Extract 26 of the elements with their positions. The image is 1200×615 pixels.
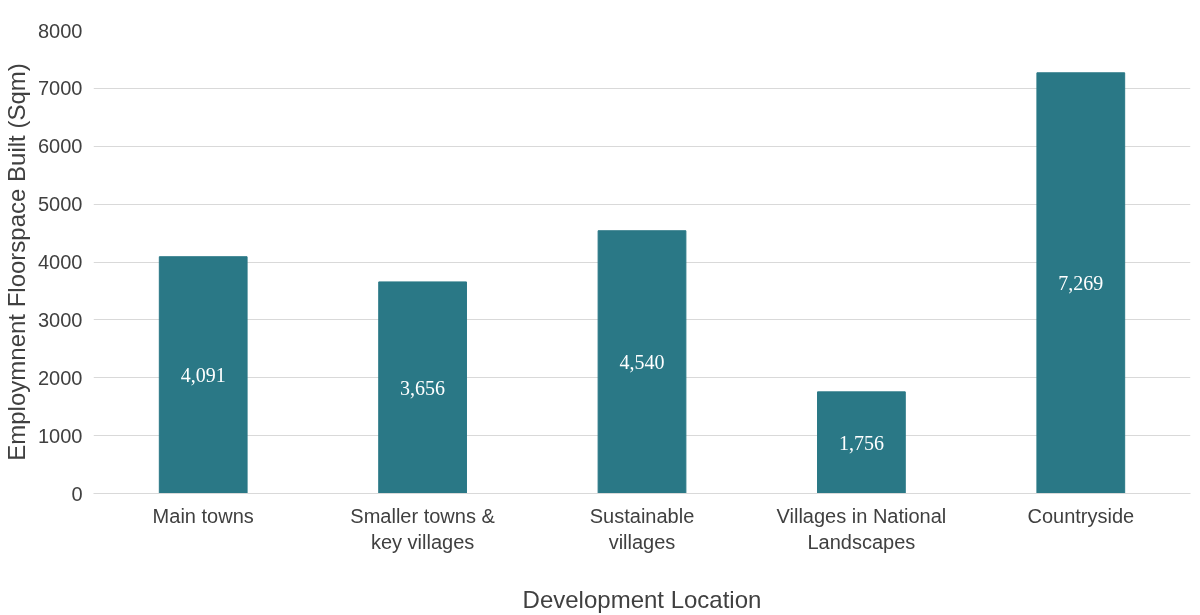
x-tick-label: Smaller towns & key villages (350, 504, 496, 553)
y-tick-label: 8000 (38, 19, 83, 42)
x-tick-label: Villages in National Landscapes (776, 504, 947, 553)
y-tick-label: 1000 (38, 424, 83, 447)
y-tick-label: 2000 (38, 366, 83, 389)
data-label: 4,091 (180, 364, 226, 387)
bar (817, 391, 906, 494)
data-label: 7,269 (1058, 272, 1104, 295)
data-label: 3,656 (400, 376, 446, 399)
y-tick-label: 7000 (38, 77, 83, 100)
y-tick-label: 5000 (38, 193, 83, 216)
bar (158, 256, 248, 494)
x-tick-label: Sustainable villages (589, 504, 695, 553)
y-tick-label: 3000 (38, 308, 83, 331)
data-label: 4,540 (619, 351, 665, 374)
bar (597, 230, 687, 494)
y-axis-title: Employmnent Floorspace Built (Sqm) (3, 63, 31, 461)
data-label: 1,756 (838, 431, 884, 454)
y-tick-label: 6000 (38, 135, 83, 158)
bar (378, 281, 467, 494)
x-tick-label: Main towns (152, 504, 254, 527)
y-tick-label: 4000 (38, 251, 83, 273)
x-tick-label: Countryside (1027, 504, 1135, 527)
bar (1036, 72, 1126, 494)
y-tick-label: 0 (71, 482, 83, 505)
x-axis-title: Development Location (522, 585, 762, 613)
